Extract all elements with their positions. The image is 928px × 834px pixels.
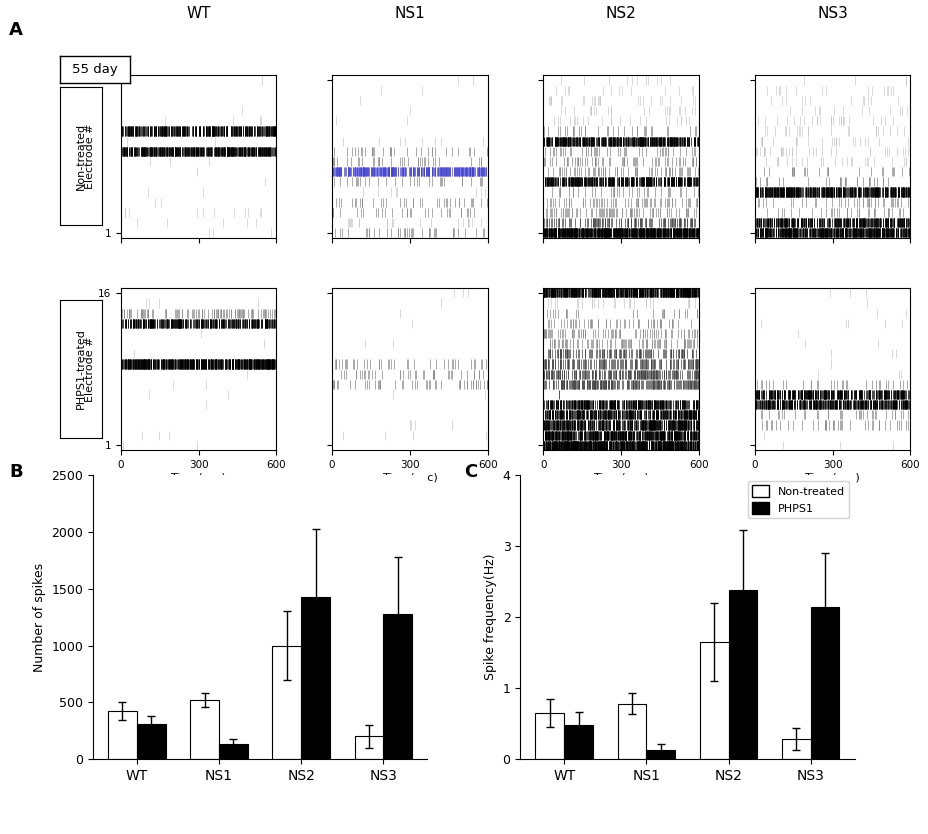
X-axis label: Time(sec): Time(sec) bbox=[593, 473, 648, 483]
X-axis label: Time(sec): Time(sec) bbox=[805, 473, 859, 483]
Bar bbox=[563, 725, 592, 759]
Bar bbox=[383, 614, 412, 759]
Y-axis label: Electrode #: Electrode # bbox=[85, 123, 95, 189]
X-axis label: Time(sec): Time(sec) bbox=[382, 473, 437, 483]
Text: Non-treated: Non-treated bbox=[76, 123, 86, 190]
Text: A: A bbox=[9, 21, 23, 39]
Bar bbox=[301, 597, 329, 759]
Bar bbox=[354, 736, 383, 759]
Bar bbox=[190, 700, 219, 759]
Text: NS2: NS2 bbox=[605, 6, 636, 21]
Bar bbox=[535, 713, 563, 759]
Bar bbox=[728, 590, 756, 759]
Text: NS1: NS1 bbox=[394, 6, 425, 21]
Bar bbox=[108, 711, 136, 759]
Bar bbox=[699, 642, 728, 759]
X-axis label: Time(sec): Time(sec) bbox=[171, 473, 226, 483]
Y-axis label: Number of spikes: Number of spikes bbox=[32, 563, 45, 671]
Y-axis label: Spike frequency(Hz): Spike frequency(Hz) bbox=[483, 554, 496, 681]
Bar bbox=[272, 646, 301, 759]
Text: PHPS1-treated: PHPS1-treated bbox=[76, 329, 86, 409]
Text: C: C bbox=[464, 463, 477, 481]
Text: 55 day: 55 day bbox=[72, 63, 118, 76]
Bar bbox=[646, 750, 675, 759]
Bar bbox=[219, 744, 248, 759]
Bar bbox=[781, 739, 810, 759]
Text: NS3: NS3 bbox=[817, 6, 847, 21]
Bar bbox=[136, 724, 165, 759]
Text: WT: WT bbox=[187, 6, 211, 21]
Text: B: B bbox=[9, 463, 23, 481]
Bar bbox=[617, 704, 646, 759]
Y-axis label: Electrode #: Electrode # bbox=[85, 336, 95, 402]
Bar bbox=[810, 606, 839, 759]
Legend: Non-treated, PHPS1: Non-treated, PHPS1 bbox=[747, 481, 848, 518]
